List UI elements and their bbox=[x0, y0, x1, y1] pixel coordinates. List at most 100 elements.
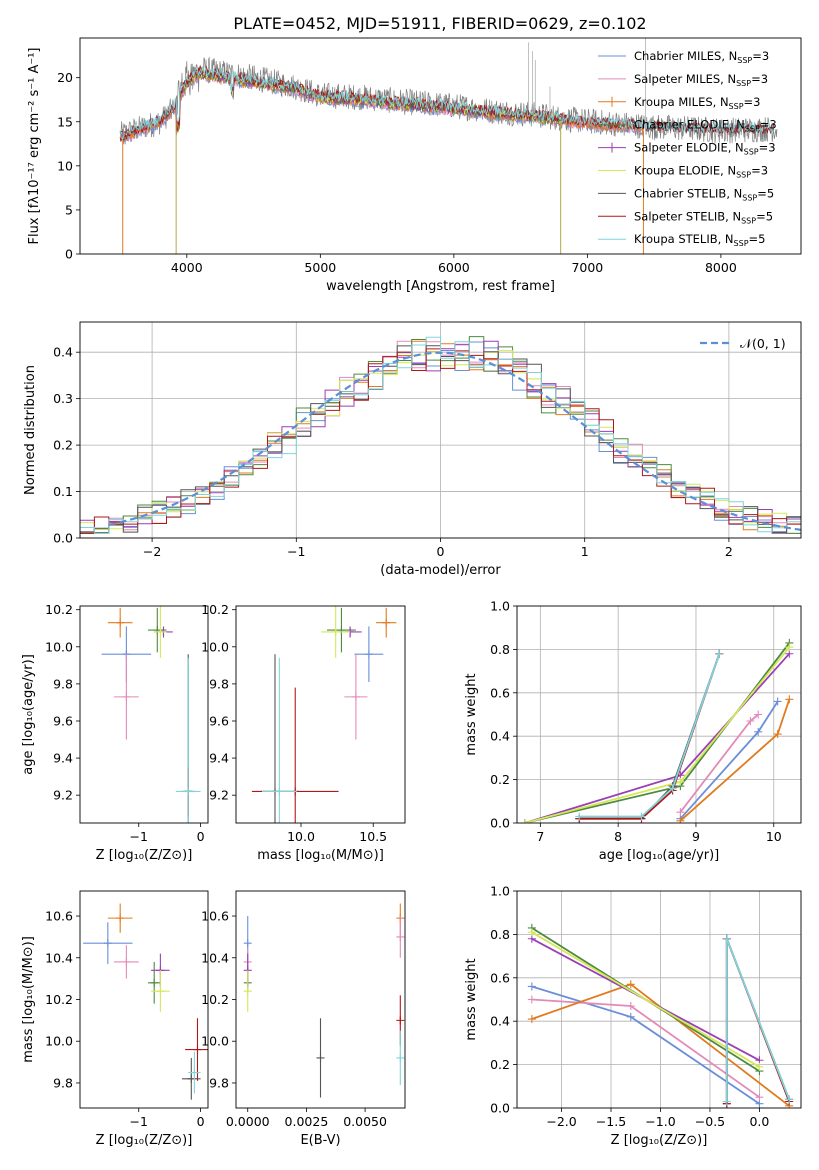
weight-point-salpeter_miles bbox=[746, 717, 755, 726]
y-tick-label: 9.2 bbox=[209, 788, 229, 803]
y-tick-label: 0.3 bbox=[53, 391, 73, 406]
legend-entry-sub: SSP bbox=[736, 79, 751, 88]
legend-entry-name: Chabrier MILES, N bbox=[634, 49, 737, 63]
model-spectrum-kroupa_stelib bbox=[119, 65, 775, 142]
weight_vs_Z-chart: −2.0 −1.5 −1.0 −0.5 0.0 0.0 0.2 0.4 0.6 0.8 1.0 Z [… bbox=[464, 884, 802, 1148]
weight-line-salpeter_miles bbox=[531, 998, 760, 1098]
x-tick-label: −1.5 bbox=[596, 1114, 626, 1129]
y-tick-label: 0.4 bbox=[490, 1014, 510, 1029]
weight-point-chabrier_miles bbox=[773, 697, 782, 706]
data-point-salpeter_miles bbox=[122, 692, 131, 701]
x-tick-label: 7000 bbox=[571, 260, 603, 275]
x-axis-label: E(B-V) bbox=[300, 1133, 340, 1148]
y-tick-label: 0.4 bbox=[490, 729, 510, 744]
residual-histogram-kroupa_stelib bbox=[80, 336, 801, 538]
weight-point-chabrier_miles bbox=[527, 982, 536, 991]
legend-entry: Kroupa ELODIE, NSSP=3 bbox=[634, 164, 768, 180]
y-tick-label: 9.8 bbox=[53, 676, 73, 691]
x-tick-label: 7 bbox=[536, 829, 544, 844]
mass_vs_ebv-chart: 0.0000 0.0025 0.0050 9.8 10.0 10.2 10.4 10.6 E(B… bbox=[201, 890, 406, 1148]
y-tick-label: 0.8 bbox=[490, 642, 510, 657]
y-tick-label: 10.4 bbox=[45, 950, 73, 965]
y-tick-label: 0.0 bbox=[53, 531, 73, 546]
x-tick-label: 4000 bbox=[171, 260, 203, 275]
legend-entry-value: =3 bbox=[759, 141, 776, 155]
legend-entry-name: Kroupa MILES, N bbox=[634, 95, 729, 109]
x-tick-label: −1.0 bbox=[645, 1114, 675, 1129]
x-axis-label: age [log₁₀(age/yr)] bbox=[599, 848, 720, 863]
legend-entry-gaussian: 𝒩(0, 1) bbox=[740, 336, 786, 351]
axes-frame bbox=[235, 890, 406, 1109]
weight-line-kroupa_elodie bbox=[531, 931, 760, 1068]
y-tick-label: 0.6 bbox=[490, 685, 510, 700]
axes-frame bbox=[79, 37, 802, 255]
legend-entry-sub: SSP bbox=[729, 102, 744, 111]
y-tick-label: 9.8 bbox=[209, 1075, 229, 1090]
data-point-kroupa_stelib bbox=[396, 1053, 405, 1062]
y-tick-label: 9.6 bbox=[53, 713, 73, 728]
legend-entry-sub: SSP bbox=[741, 216, 756, 225]
y-tick-label: 1.0 bbox=[490, 884, 510, 899]
axes-frame bbox=[235, 605, 406, 824]
legend-entry-sub: SSP bbox=[742, 193, 757, 202]
y-tick-label: 10.0 bbox=[45, 1034, 73, 1049]
y-tick-label: 0.0 bbox=[490, 816, 510, 831]
model-spectrum-chabrier_stelib bbox=[119, 67, 775, 142]
data-point-salpeter_stelib bbox=[396, 1016, 405, 1025]
data-point-kroupa_miles bbox=[116, 914, 125, 923]
y-tick-label: 0.8 bbox=[490, 927, 510, 942]
y-tick-label: 9.8 bbox=[53, 1075, 73, 1090]
legend-entry: Chabrier STELIB, NSSP=5 bbox=[634, 186, 774, 202]
age_vs_mass-plot-area bbox=[251, 606, 397, 823]
x-tick-label: −1 bbox=[130, 829, 148, 844]
legend-entry-name: Chabrier STELIB, N bbox=[634, 186, 742, 200]
mass_vs_Z-chart: −1 0 9.8 10.0 10.2 10.4 10.6 Z [log₁₀(Z/Z⊙)] mas… bbox=[21, 890, 209, 1148]
gaussian-reference-curve bbox=[108, 351, 801, 531]
legend-entry-name: Salpeter ELODIE, N bbox=[634, 141, 744, 155]
legend-entry: Chabrier ELODIE, NSSP=3 bbox=[634, 118, 777, 134]
legend-entry: Chabrier MILES, NSSP=3 bbox=[634, 49, 769, 65]
data-point-kroupa_elodie bbox=[331, 627, 340, 636]
weight-point-kroupa_stelib bbox=[722, 1097, 731, 1106]
legend-entry-sub: SSP bbox=[737, 56, 752, 65]
weight-point-kroupa_elodie bbox=[755, 1062, 764, 1071]
x-tick-label: 0.0050 bbox=[343, 1114, 387, 1129]
weight-line-kroupa_stelib bbox=[579, 653, 721, 818]
y-axis-label: mass weight bbox=[464, 958, 479, 1040]
weight-point-kroupa_stelib bbox=[722, 934, 731, 943]
y-tick-label: 10.6 bbox=[45, 909, 73, 924]
x-tick-label: 10.0 bbox=[287, 829, 315, 844]
data-point-kroupa_elodie bbox=[156, 627, 165, 636]
y-tick-label: 1.0 bbox=[490, 599, 510, 614]
axes-frame bbox=[516, 605, 802, 824]
y-axis-label: Normed distribution bbox=[23, 365, 38, 495]
age_vs_Z-plot-area bbox=[101, 606, 201, 823]
legend-entry-value: =3 bbox=[744, 95, 761, 109]
y-tick-label: 0.6 bbox=[490, 970, 510, 985]
legend-entry: Kroupa MILES, NSSP=3 bbox=[634, 95, 760, 111]
x-tick-label: −2.0 bbox=[546, 1114, 576, 1129]
legend-entry: Salpeter MILES, NSSP=3 bbox=[634, 72, 768, 88]
axes-frame bbox=[516, 890, 802, 1109]
legend-entry-sub: SSP bbox=[734, 239, 749, 248]
weight-point-kroupa_elodie bbox=[520, 819, 529, 823]
x-tick-label: 2 bbox=[725, 544, 733, 559]
weight-point-kroupa_miles bbox=[773, 730, 782, 739]
weight-point-kroupa_stelib bbox=[785, 1095, 794, 1104]
weight-point-salpeter_miles bbox=[755, 1093, 764, 1102]
y-tick-label: 0 bbox=[65, 247, 73, 262]
legend-entry: Salpeter STELIB, NSSP=5 bbox=[634, 209, 773, 225]
y-tick-label: 9.8 bbox=[209, 676, 229, 691]
y-axis-label: mass weight bbox=[464, 673, 479, 755]
spectrum-plot-area bbox=[119, 38, 778, 254]
y-axis-label: age [log₁₀(age/yr)] bbox=[21, 654, 36, 775]
y-tick-label: 0.1 bbox=[53, 484, 73, 499]
y-tick-label: 10.0 bbox=[45, 639, 73, 654]
legend-entry-value: =3 bbox=[760, 118, 777, 132]
weight-point-kroupa_miles bbox=[626, 980, 635, 989]
data-point-kroupa_miles bbox=[116, 618, 125, 627]
axes-frame bbox=[79, 890, 209, 1109]
weight_vs_Z-plot-area bbox=[517, 891, 801, 1108]
weight-line-chabrier_miles bbox=[531, 985, 760, 1105]
